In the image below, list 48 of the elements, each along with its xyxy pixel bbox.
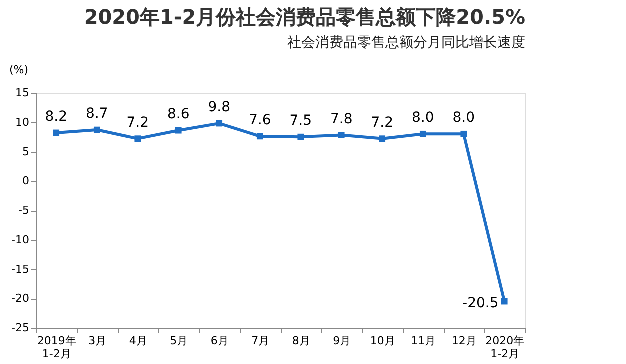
text: 8.7: [86, 106, 108, 122]
point: [420, 130, 426, 138]
x-tick-label: 10月: [370, 334, 396, 348]
y-axis-title: (%): [9, 64, 28, 76]
point: [298, 134, 304, 140]
text: 7.6: [248, 112, 272, 128]
text: 7.8: [330, 111, 353, 128]
x-tick-label: 2019年 1-2月: [37, 334, 76, 360]
x-tick-label: 9月: [333, 334, 352, 348]
point: [379, 136, 386, 142]
y-tick-label: -15: [12, 262, 30, 276]
y-tick-label: 10: [16, 116, 30, 129]
point: [338, 132, 345, 138]
point: [175, 127, 182, 134]
chart-title: 2020年1-2月份社会消费品零售总额下降20.5%: [84, 5, 526, 29]
x-tick-label: 4月: [129, 334, 148, 348]
y-tick-label: -10: [12, 233, 30, 246]
text: 8.2: [45, 108, 68, 125]
x-tick-label: 2020年 1-2月: [486, 334, 525, 360]
y-tick-label: 15: [16, 86, 30, 100]
text: 7.5: [290, 113, 312, 130]
text: 9.8: [208, 100, 231, 116]
point: [53, 130, 60, 136]
y-tick-label: 0: [22, 174, 30, 188]
y-tick-label: -25: [12, 322, 30, 334]
x-tick-label: 6月: [210, 334, 229, 348]
chart-subtitle: 社会消费品零售总额分月同比增长速度: [288, 35, 526, 51]
x-tick-label: 11月: [411, 334, 436, 348]
y-tick-label: 5: [22, 145, 30, 158]
x-tick-label: 8月: [292, 334, 310, 348]
x-tick-label: 5月: [170, 334, 188, 348]
text: 8.0: [452, 110, 476, 126]
text: -20.5: [462, 296, 499, 312]
y-tick-label: -20: [12, 292, 30, 306]
point: [216, 120, 223, 127]
point: [501, 298, 508, 305]
y-tick-label: -5: [18, 204, 30, 217]
point: [94, 126, 100, 134]
x-tick-label: 7月: [252, 334, 270, 348]
x-tick-label: 3月: [88, 334, 107, 348]
point: [134, 136, 142, 142]
x-tick-label: 12月: [452, 334, 477, 348]
text: 8.6: [167, 106, 190, 123]
text: 8.0: [412, 110, 434, 126]
point: [460, 130, 468, 138]
text: 7.2: [126, 114, 150, 131]
point: [256, 133, 264, 140]
text: 7.2: [371, 114, 394, 131]
